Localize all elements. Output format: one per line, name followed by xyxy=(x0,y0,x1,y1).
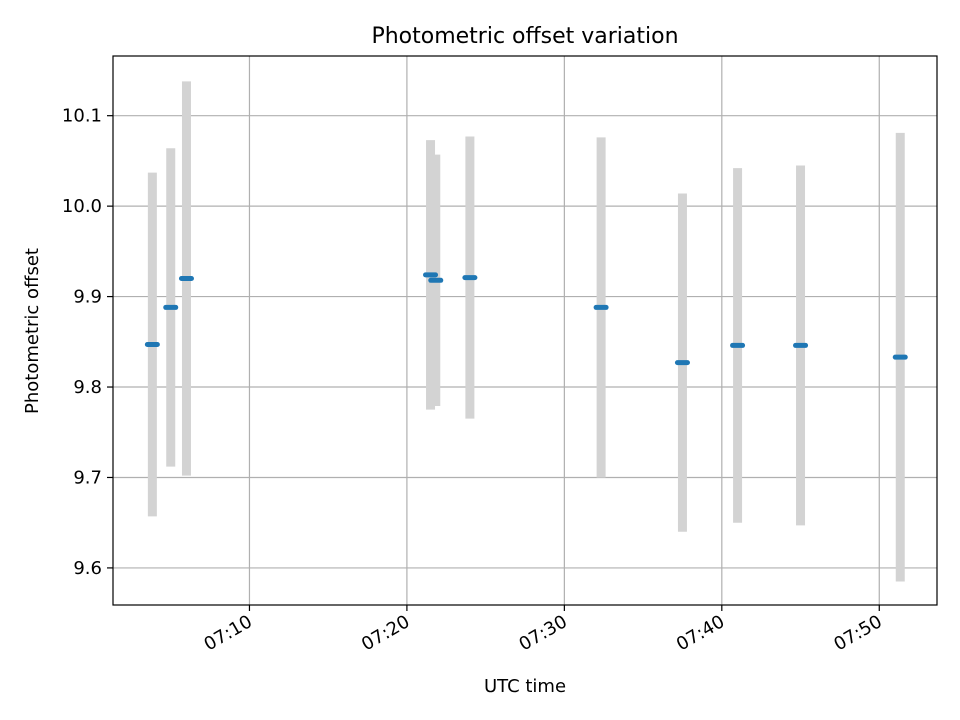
grid xyxy=(113,56,937,605)
y-axis: 9.6 9.7 9.8 9.9 10.0 10.1 xyxy=(62,106,113,579)
y-tick-label: 10.1 xyxy=(62,106,102,127)
data-points xyxy=(144,272,908,366)
y-tick-label: 9.8 xyxy=(73,377,102,398)
y-tick-label: 10.0 xyxy=(62,196,102,217)
y-axis-label: Photometric offset xyxy=(22,248,43,414)
plot-frame xyxy=(112,55,938,606)
x-axis-label: UTC time xyxy=(484,676,566,697)
y-tick-label: 9.7 xyxy=(73,467,102,488)
y-tick-label: 9.9 xyxy=(73,287,102,308)
chart-title: Photometric offset variation xyxy=(371,24,678,49)
y-tick-label: 9.6 xyxy=(73,558,102,579)
